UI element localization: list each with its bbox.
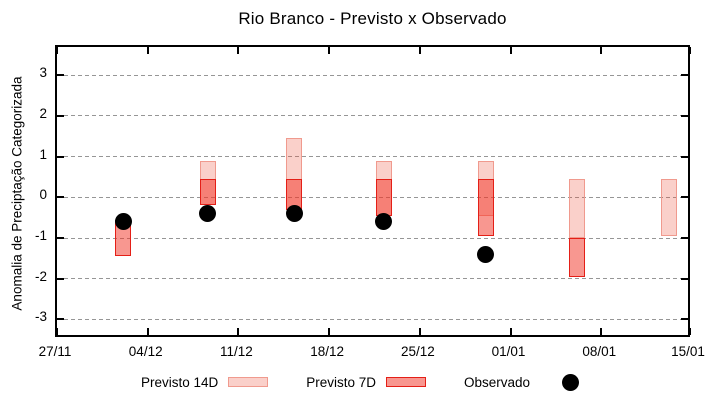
y-axis-tick-left (57, 277, 64, 280)
x-axis-tick-top (328, 47, 331, 54)
x-tick-label: 15/01 (671, 344, 705, 359)
y-axis-tick-left (57, 155, 64, 158)
x-tick-label: 18/12 (310, 344, 345, 359)
plot-area (55, 45, 691, 337)
observado-point (285, 205, 303, 223)
x-axis-tick-bottom (418, 328, 421, 335)
previsto-7d-bar (199, 178, 216, 206)
observado-point (477, 245, 495, 263)
previsto-7d-bar (568, 238, 585, 277)
gridline (57, 318, 688, 320)
x-axis-tick-top (146, 47, 149, 54)
gridline (57, 156, 688, 158)
previsto-7d-bar (477, 178, 494, 236)
x-axis-tick-top (418, 47, 421, 54)
legend-item-observado: Observado (464, 373, 580, 391)
x-axis-tick-top (56, 47, 58, 54)
y-axis-tick-left (57, 74, 64, 77)
legend-item-previsto-14d: Previsto 14D (140, 374, 269, 390)
y-axis-tick-left (57, 196, 64, 199)
gridline (57, 278, 688, 280)
y-axis-tick-right (681, 237, 688, 240)
x-axis-tick-bottom (237, 328, 240, 335)
legend-item-previsto-7d: Previsto 7D (306, 374, 427, 390)
x-axis-tick-top (689, 47, 691, 54)
y-axis-tick-left (57, 237, 64, 240)
previsto-14d-bar (660, 178, 677, 236)
y-axis-tick-right (681, 318, 688, 321)
x-axis-tick-bottom (328, 328, 331, 335)
x-axis-tick-bottom (600, 328, 603, 335)
x-axis-tick-bottom (689, 328, 691, 335)
gridline (57, 237, 688, 239)
y-axis-tick-left (57, 114, 64, 117)
legend-label-previsto-7d: Previsto 7D (306, 374, 377, 390)
legend-label-previsto-14d: Previsto 14D (140, 374, 219, 390)
y-tick-label: -3 (34, 309, 47, 325)
legend-label-observado: Observado (464, 374, 531, 390)
y-axis-tick-right (681, 277, 688, 280)
previsto-14d-bar (568, 178, 585, 239)
x-axis-tick-top (600, 47, 603, 54)
y-axis-tick-right (681, 74, 688, 77)
previsto-7d-swatch (386, 377, 427, 387)
y-tick-label: 2 (39, 105, 47, 121)
x-tick-label: 27/11 (38, 344, 72, 359)
gridline (57, 115, 688, 117)
y-tick-label: -1 (34, 228, 47, 244)
x-tick-label: 11/12 (220, 344, 253, 359)
x-tick-label: 08/01 (582, 344, 617, 359)
x-tick-label: 25/12 (400, 344, 435, 359)
observado-marker (562, 373, 580, 391)
y-tick-label: 0 (39, 187, 47, 203)
legend: Previsto 14D Previsto 7D Observado (0, 370, 720, 394)
y-tick-label: -2 (34, 268, 47, 284)
x-axis-tick-bottom (146, 328, 149, 335)
y-axis-tick-left (57, 318, 64, 321)
y-tick-label: 3 (39, 65, 47, 81)
previsto-7d-bar (375, 178, 392, 216)
x-axis-tick-bottom (56, 328, 58, 335)
observado-point (199, 205, 217, 223)
x-tick-label: 04/12 (128, 344, 163, 359)
x-axis-tick-top (509, 47, 512, 54)
gridline (57, 196, 688, 198)
gridline (57, 74, 688, 76)
observado-point (375, 213, 393, 231)
y-axis-tick-right (681, 196, 688, 199)
x-axis-tick-top (237, 47, 240, 54)
x-axis-tick-bottom (509, 328, 512, 335)
x-tick-label: 01/01 (491, 344, 526, 359)
y-axis-tick-right (681, 114, 688, 117)
previsto-14d-swatch (228, 377, 269, 387)
y-axis-tick-right (681, 155, 688, 158)
observado-point (114, 213, 132, 231)
chart-title: Rio Branco - Previsto x Observado (238, 9, 507, 28)
y-tick-label: 1 (39, 146, 47, 162)
